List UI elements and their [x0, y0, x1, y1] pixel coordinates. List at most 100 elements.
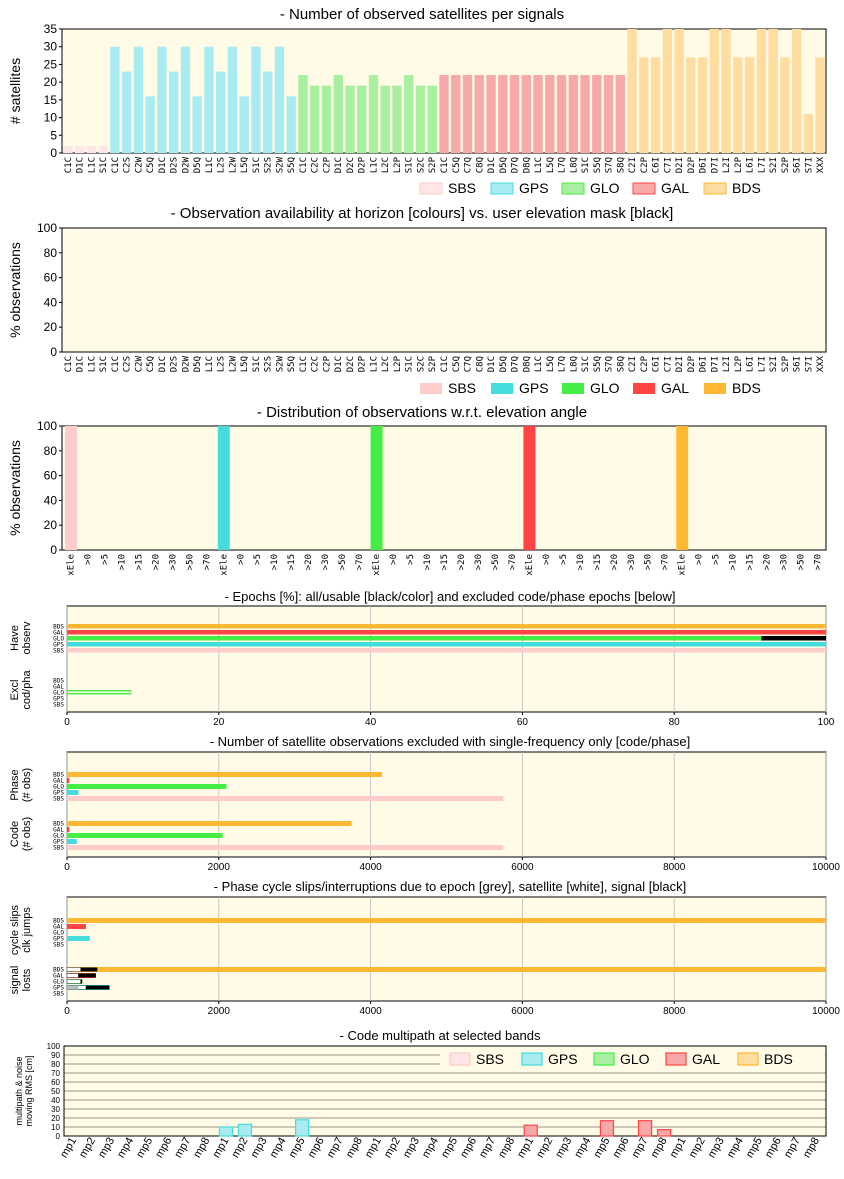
horizon-xtick-label-group: XXX — [816, 355, 826, 372]
horizon-xtick-label-group: L2P — [393, 355, 403, 372]
slips-xtick-label: 2000 — [208, 1006, 231, 1017]
horizon-xtick-label: L2S — [217, 356, 227, 372]
sats-legend-swatch-gps — [490, 182, 514, 195]
sats-xtick-label: C6I — [652, 157, 662, 173]
epochs-panel — [66, 605, 827, 713]
multipath-xtick-label: mp7 — [630, 1136, 651, 1161]
sats-bar — [615, 75, 625, 153]
slips-sys-label: GAL — [53, 973, 64, 980]
epochs-sys-label: BDS — [53, 624, 64, 631]
multipath-xtick-group: mp7 — [782, 1136, 803, 1161]
sats-xtick-label: D6I — [699, 157, 709, 173]
sats-bar — [204, 46, 214, 153]
multipath-xtick-label: mp8 — [649, 1136, 670, 1161]
horizon-xtick-label-group: S2S — [264, 356, 274, 372]
multipath-ylabel-a: multipath & noise — [14, 1056, 24, 1125]
slips-xtick-label: 6000 — [511, 1006, 534, 1017]
multipath-ytick-label: 90 — [51, 1051, 60, 1060]
horizon-xtick-label: C2C — [311, 356, 321, 372]
singlefreq-sys-label: SBS — [53, 845, 64, 852]
multipath-xtick-group: mp1 — [58, 1136, 79, 1161]
elev-xtick-label: >30 — [168, 554, 178, 570]
elev-xtick-label: >10 — [576, 554, 586, 570]
sats-xtick-label: D1C — [76, 157, 86, 173]
horizon-xtick-label: C1C — [111, 356, 121, 372]
multipath-xtick-label: mp4 — [115, 1136, 136, 1161]
horizon-xtick-label: D2P — [687, 355, 697, 372]
horizon-xtick-label: C8Q — [475, 356, 485, 372]
horizon-xtick-label-group: D1C — [158, 356, 168, 372]
elev-xtick-label: >20 — [610, 554, 620, 570]
sats-xtick-label: C2P — [640, 156, 650, 173]
sats-xtick-label-group: S2S — [264, 157, 274, 173]
singlefreq-phase-bar-gps — [67, 790, 79, 795]
sats-xtick-label: S7Q — [605, 157, 615, 173]
sats-xtick-label: S2P — [781, 156, 791, 173]
slips-sys-label: GPS — [53, 936, 64, 943]
sats-xtick-label-group: S6I — [793, 157, 803, 173]
horizon-xtick-label-group: S5Q — [593, 356, 603, 372]
horizon-xtick-label-group: D5Q — [193, 356, 203, 372]
sats-xtick-label-group: S7I — [804, 157, 814, 173]
multipath-xtick-group: mp3 — [249, 1136, 270, 1161]
sats-bar — [791, 29, 802, 153]
sats-legend-label-gps: GPS — [519, 180, 549, 196]
elev-xtick-label: >0 — [542, 554, 552, 565]
slips-group2-label-a: signal — [9, 966, 21, 995]
elev-xtick-label-group: >5 — [253, 554, 263, 565]
horizon-xtick-label-group: C2W — [134, 355, 144, 372]
sats-xtick-label-group: S2C — [416, 157, 426, 173]
sats-bar — [521, 75, 531, 153]
horizon-xtick-label: C1C — [64, 356, 74, 372]
horizon-xtick-label-group: S2C — [416, 356, 426, 372]
sats-xtick-label-group: C1C — [440, 157, 450, 173]
horizon-xtick-label: D2S — [170, 356, 180, 372]
sats-xtick-label: D1C — [334, 157, 344, 173]
sats-bar — [545, 75, 555, 153]
multipath-xtick-label: mp2 — [687, 1136, 708, 1161]
sats-xtick-label: L8Q — [569, 157, 579, 173]
horizon-xtick-label-group: L1C — [87, 356, 97, 372]
slips-sys-label: GLO — [53, 979, 64, 986]
elev-xtick-label-group: xEle — [525, 554, 535, 576]
multipath-xtick-group: mp2 — [534, 1136, 555, 1161]
horizon-xtick-label: D5Q — [499, 356, 509, 372]
multipath-xtick-group: mp8 — [191, 1136, 212, 1161]
multipath-xtick-label: mp6 — [763, 1136, 784, 1161]
multipath-xtick-group: mp8 — [649, 1136, 670, 1161]
sats-bar — [404, 75, 414, 153]
sats-bar — [721, 29, 731, 153]
horizon-xtick-label-group: L5Q — [546, 356, 556, 372]
horizon-xtick-label: C2W — [134, 355, 144, 372]
sats-title: - Number of observed satellites per sign… — [280, 6, 564, 23]
horizon-xtick-label-group: D2P — [358, 355, 368, 372]
multipath-ylabel-a-group: multipath & noise — [14, 1056, 24, 1125]
slips-sys-label: BDS — [53, 918, 64, 925]
multipath-legend-label-gps: GPS — [548, 1051, 578, 1067]
multipath-xtick-label: mp6 — [610, 1136, 631, 1161]
slips-losts-signal-bds — [67, 967, 98, 972]
sats-xtick-label: D5Q — [193, 157, 203, 173]
horizon-legend-swatch-glo — [562, 383, 584, 394]
elev-xtick-label: >5 — [712, 554, 722, 565]
sats-bar — [380, 85, 390, 153]
sats-legend-swatch-gal — [632, 182, 656, 195]
horizon-ytick-label: 60 — [44, 271, 58, 285]
multipath-xtick-label: mp2 — [229, 1136, 250, 1161]
horizon-xtick-label-group: S7Q — [605, 356, 615, 372]
multipath-xtick-label: mp1 — [210, 1136, 231, 1161]
sats-ytick-label: 35 — [44, 22, 58, 36]
sats-xtick-label-group: S5Q — [287, 157, 297, 173]
epochs-sys-label: GLO — [53, 690, 64, 697]
sats-bar — [427, 85, 437, 153]
sats-bar — [98, 145, 108, 153]
horizon-xtick-label-group: C6I — [652, 356, 662, 372]
epochs-have-usable-gps — [67, 642, 826, 647]
multipath-xtick-group: mp4 — [268, 1136, 289, 1161]
slips-group2-label-b-group: losts — [21, 968, 33, 991]
horizon-legend-label-sbs: SBS — [448, 380, 476, 396]
horizon-xtick-label: C2I — [628, 356, 638, 372]
singlefreq-sys-label: GAL — [53, 778, 64, 785]
elev-xtick-label-group: >20 — [763, 554, 773, 570]
sats-xtick-label-group: L2S — [217, 157, 227, 173]
